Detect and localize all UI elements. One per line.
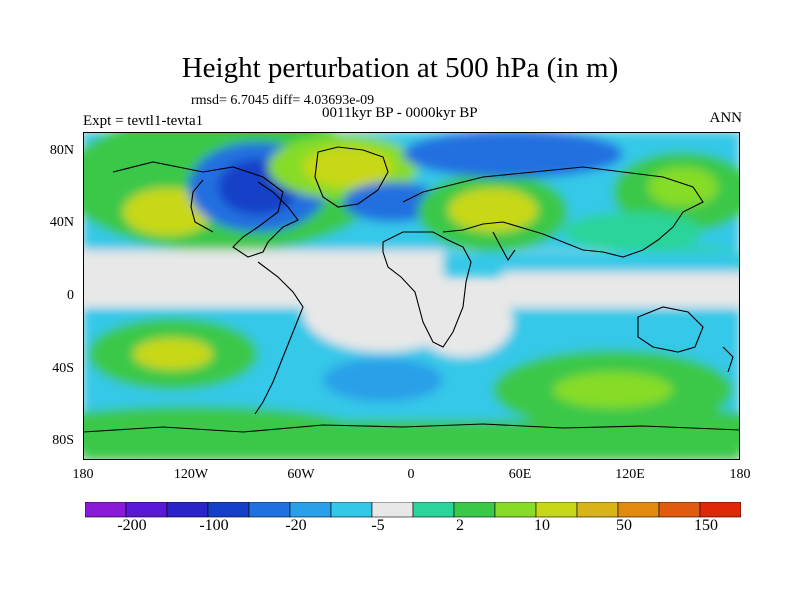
map-plot	[83, 132, 740, 460]
lon-label-0: 0	[407, 467, 415, 482]
colorbar-label: -5	[371, 517, 385, 534]
colorbar-swatch	[166, 502, 209, 518]
lat-label-80s: 80S	[52, 433, 74, 448]
experiment-label: Expt = tevtl1-tevta1	[83, 113, 204, 129]
colorbar-swatch	[330, 502, 373, 518]
season-label: ANN	[709, 110, 743, 126]
colorbar-label: 10	[534, 517, 550, 534]
lon-label-60e: 60E	[508, 467, 532, 482]
colorbar-label: 50	[616, 517, 632, 534]
colorbar-swatch	[289, 502, 332, 518]
chart-title: Height perturbation at 500 hPa (in m)	[181, 52, 619, 84]
lat-label-80n: 80N	[49, 143, 74, 158]
colorbar-swatch	[699, 502, 741, 518]
colorbar-swatch	[453, 502, 496, 518]
coastlines	[83, 146, 740, 433]
colorbar-swatch	[494, 502, 537, 518]
colorbar-label: -20	[285, 517, 307, 534]
colorbar-swatch	[207, 502, 250, 518]
lat-label-40s: 40S	[52, 361, 74, 376]
map-frame	[83, 132, 740, 460]
contour-fill	[83, 132, 740, 460]
lon-label-180w: 180	[72, 467, 94, 482]
lon-label-120e: 120E	[615, 467, 645, 482]
colorbar-swatch	[658, 502, 701, 518]
colorbar-swatch	[535, 502, 578, 518]
colorbar-swatch	[248, 502, 291, 518]
colorbar-swatch	[412, 502, 455, 518]
colorbar-label: -100	[199, 517, 229, 534]
colorbar-swatch	[617, 502, 660, 518]
lon-label-60w: 60W	[287, 467, 315, 482]
lon-label-180e: 180	[729, 467, 751, 482]
lon-label-120w: 120W	[173, 467, 209, 482]
colorbar-label: 150	[694, 517, 718, 534]
colorbar-label: -200	[117, 517, 147, 534]
rmsd-diff-stats: rmsd= 6.7045 diff= 4.03693e-09	[191, 93, 375, 108]
colorbar-swatch	[125, 502, 168, 518]
colorbar-swatch	[576, 502, 619, 518]
colorbar-swatch	[85, 502, 127, 518]
colorbar-swatch	[371, 502, 414, 518]
colorbar	[85, 502, 741, 518]
lat-label-40n: 40N	[49, 215, 74, 230]
period-subtitle: 0011kyr BP - 0000kyr BP	[322, 105, 478, 121]
colorbar-label: 2	[456, 517, 464, 534]
lat-label-equator: 0	[67, 288, 74, 303]
